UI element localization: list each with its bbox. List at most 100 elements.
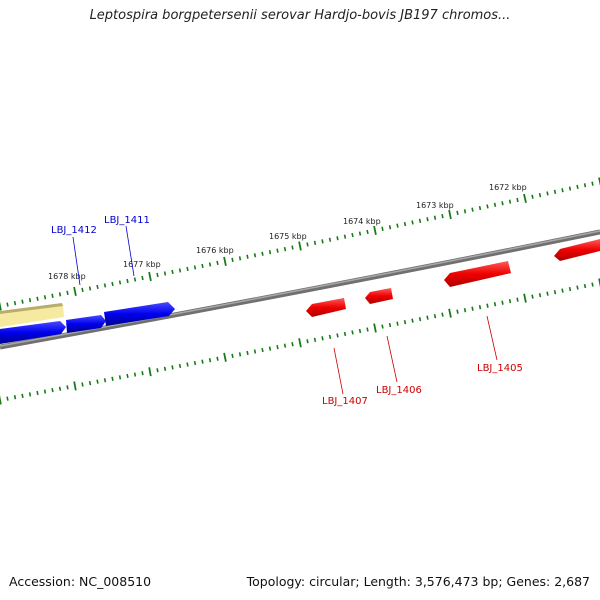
scale-tick [88, 286, 92, 291]
scale-tick [223, 352, 227, 362]
scale-tick [268, 250, 272, 255]
scale-tick [103, 283, 107, 288]
scale-tick [141, 275, 144, 281]
scale-tick [328, 334, 332, 340]
scale-tick [411, 318, 414, 323]
scale-tick [313, 337, 317, 342]
scale-tick [73, 286, 77, 296]
scale-tick [373, 323, 377, 333]
gene-label[interactable]: LBJ_1405 [477, 363, 523, 374]
scale-tick [276, 345, 279, 350]
scale-tick [216, 260, 219, 266]
scale-tick [208, 262, 212, 267]
gene-label[interactable]: LBJ_1407 [322, 396, 368, 407]
scale-tick [171, 269, 174, 275]
scale-tick [193, 360, 197, 366]
feature-yellow-edge [0, 303, 63, 314]
scale-tick [591, 181, 594, 186]
scale-tick [156, 272, 159, 278]
scale-tick [336, 236, 339, 241]
scale-tick [321, 239, 324, 244]
scale-tick [201, 359, 204, 364]
scale-tick [366, 229, 369, 235]
chromosome-backbone-highlight [0, 230, 600, 347]
scale-tick [351, 330, 354, 335]
accession-text: Accession: NC_008510 [9, 574, 152, 589]
scale-tick [163, 366, 167, 371]
scale-tick [156, 368, 159, 373]
scale-tick [73, 381, 77, 391]
scale-tick [253, 253, 257, 258]
scale-tick [418, 317, 422, 322]
scale-tick [223, 256, 227, 266]
scale-tick [66, 290, 69, 295]
scale-label: 1672 kbp [489, 183, 527, 192]
scale-tick [163, 271, 167, 276]
scale-tick [321, 336, 324, 341]
scale-tick [81, 382, 84, 387]
scale-tick [373, 225, 377, 235]
scale-tick [426, 217, 429, 222]
gene-reverse-1[interactable] [306, 298, 346, 317]
scale-tick [478, 205, 482, 211]
scale-tick [141, 371, 144, 376]
scale-tick [6, 302, 9, 307]
scale-tick [193, 265, 197, 270]
scale-tick [43, 389, 47, 394]
scale-tick [456, 309, 459, 314]
scale-tick [283, 246, 287, 252]
feature-yellow[interactable] [0, 305, 64, 327]
gene-label[interactable]: LBJ_1411 [104, 215, 150, 226]
scale-tick [508, 299, 512, 304]
gene-label-leader [72, 236, 81, 286]
scale-tick [366, 327, 369, 332]
gene-label-leader [125, 225, 135, 277]
scale-tick [13, 395, 17, 400]
scale-tick [291, 245, 294, 250]
scale-tick [553, 189, 557, 194]
scale-tick [523, 293, 527, 303]
scale-tick [216, 356, 219, 361]
scale-tick [441, 213, 444, 219]
scale-tick [516, 197, 519, 203]
gene-forward-2[interactable] [66, 315, 106, 333]
scale-tick [576, 184, 579, 190]
scale-tick [426, 315, 429, 320]
scale-tick [538, 193, 542, 198]
scale-tick [343, 331, 347, 337]
scale-tick [306, 242, 309, 247]
scale-tick [96, 284, 99, 290]
gene-forward-3[interactable] [104, 302, 175, 326]
gene-label[interactable]: LBJ_1412 [51, 225, 97, 236]
scale-tick [268, 346, 272, 351]
scale-tick [178, 363, 182, 369]
scale-tick [403, 221, 407, 227]
scale-tick [178, 268, 182, 273]
scale-tick [493, 302, 497, 307]
scale-tick [171, 365, 174, 370]
scale-tick [148, 367, 152, 377]
scale-tick [0, 301, 2, 311]
scale-tick [598, 177, 600, 187]
scale-tick [298, 241, 302, 251]
scale-tick [111, 281, 114, 287]
scale-tick [381, 226, 384, 231]
scale-tick [51, 388, 54, 393]
scale-tick [231, 353, 234, 358]
gene-forward-1[interactable] [0, 321, 66, 344]
gene-reverse-3[interactable] [444, 261, 511, 287]
scale-tick [313, 240, 317, 246]
scale-tick [441, 312, 444, 317]
scale-tick [126, 373, 129, 379]
scale-tick [471, 306, 474, 311]
gene-label[interactable]: LBJ_1406 [376, 385, 422, 396]
scale-tick [583, 283, 587, 289]
scale-tick [418, 218, 422, 223]
scale-tick [133, 277, 137, 282]
scale-tick [88, 380, 92, 386]
gene-reverse-4[interactable] [554, 239, 600, 261]
scale-tick [208, 358, 212, 363]
gene-reverse-2[interactable] [365, 288, 393, 304]
scale-tick [238, 256, 242, 261]
scale-tick [576, 285, 579, 290]
